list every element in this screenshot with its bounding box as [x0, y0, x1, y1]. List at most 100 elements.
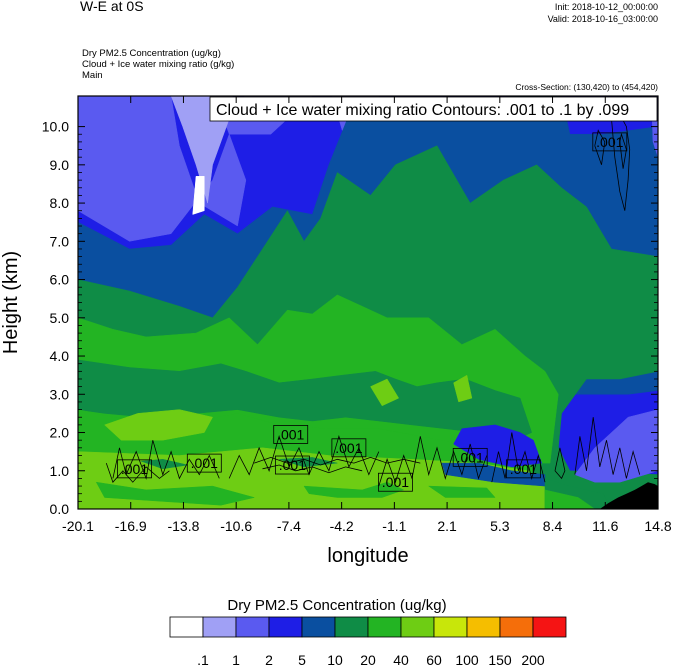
colorbar-swatch-6: [367, 616, 402, 638]
x-tick-label: -20.1: [62, 518, 94, 534]
colorbar-swatch-7: [400, 616, 435, 638]
field-description: Dry PM2.5 Concentration (ug/kg) Cloud + …: [82, 48, 234, 81]
x-tick-label: 11.6: [592, 518, 618, 534]
contour-label-text: .001: [121, 461, 148, 477]
x-tick-label: 5.3: [490, 518, 510, 534]
x-tick-label: -1.1: [382, 518, 406, 534]
colorbar-label: .1: [197, 652, 209, 667]
cross-section-label: Cross-Section: (130,420) to (454,420): [515, 82, 658, 92]
y-tick-label: 10.0: [42, 119, 69, 135]
y-tick-label: 0.0: [50, 501, 70, 517]
colorbar-swatch-3: [268, 616, 303, 638]
contour-info-text: Cloud + Ice water mixing ratio Contours:…: [216, 102, 629, 119]
x-tick-label: -13.8: [167, 518, 199, 534]
contour-label-text: .001: [510, 461, 537, 477]
pm25-region-16: [427, 485, 496, 498]
y-tick-label: 7.0: [50, 233, 70, 249]
contour-label-6: .001: [452, 447, 488, 467]
pm25-region-14: [95, 481, 255, 506]
contour-label-text: .001: [191, 455, 218, 471]
cloud-contour-11: [594, 129, 606, 165]
colorbar-label: 5: [298, 652, 306, 667]
colorbar-swatch-0: [169, 616, 204, 638]
y-tick-label: 9.0: [50, 157, 70, 173]
contour-label-text: .001: [596, 134, 623, 150]
terrain: [599, 482, 658, 509]
colorbar-swatch-11: [532, 616, 567, 638]
colorbar-label: 20: [360, 652, 376, 667]
y-axis-label: Height (km): [0, 251, 22, 354]
cloud-contour-5: [378, 436, 488, 487]
chart-title: W-E at 0S: [80, 0, 144, 14]
colorbar-swatch-10: [499, 616, 534, 638]
pm25-region-12: [453, 374, 473, 403]
pm25-region-10: [104, 409, 213, 441]
field3-label: Main: [82, 70, 103, 81]
time-info: Init: 2018-10-12_00:00:00 Valid: 2018-10…: [548, 1, 658, 25]
x-tick-label: -16.9: [115, 518, 147, 534]
pm25-region-23: [544, 489, 596, 509]
contour-label-0: .001: [117, 459, 152, 479]
colorbar-label: 2: [265, 652, 273, 667]
contour-label-8: .001: [592, 132, 628, 152]
colorbar-title: Dry PM2.5 Concentration (ug/kg): [227, 597, 447, 614]
colorbar-label: 1: [232, 652, 240, 667]
x-axis-label: longitude: [327, 545, 408, 567]
colorbar-swatch-4: [301, 616, 336, 638]
x-tick-label: 8.4: [543, 518, 563, 534]
y-tick-label: 8.0: [50, 195, 70, 211]
x-tick-label: 14.8: [644, 518, 671, 534]
y-tick-label: 6.0: [50, 272, 70, 288]
pm25-region-3: [192, 176, 205, 215]
y-tick-label: 2.0: [50, 425, 70, 441]
valid-time: Valid: 2018-10-16_03:00:00: [547, 14, 658, 24]
y-tick-label: 1.0: [50, 463, 70, 479]
contour-label-7: .001: [505, 459, 541, 479]
contour-label-text: .001: [279, 457, 306, 473]
contour-label-text: .001: [335, 440, 362, 456]
contour-label-text: .001: [382, 474, 409, 490]
colorbar-label: 150: [488, 652, 512, 667]
contour-label-text: .001: [277, 426, 304, 442]
contour-label-4: .001: [331, 438, 367, 458]
colorbar-swatch-5: [334, 616, 369, 638]
contour-label-3: .001: [274, 455, 310, 475]
cloud-contour-2: [228, 434, 380, 479]
pm25-region-1: [78, 96, 313, 242]
pm25-region-11: [370, 378, 400, 407]
colorbar-swatch-1: [202, 616, 237, 638]
colorbar-swatch-8: [433, 616, 468, 638]
colorbar-label: 60: [426, 652, 442, 667]
y-tick-label: 5.0: [50, 310, 70, 326]
colorbar-label: 10: [327, 652, 343, 667]
cloud-contour-3: [254, 456, 421, 466]
x-tick-label: 2.1: [437, 518, 457, 534]
cloud-contour-6: [491, 432, 546, 483]
cloud-contour-1: [105, 462, 170, 483]
field1-label: Dry PM2.5 Concentration (ug/kg): [82, 48, 221, 59]
x-tick-label: -4.2: [330, 518, 354, 534]
field2-label: Cloud + Ice water mixing ratio (g/kg): [82, 59, 235, 70]
y-tick-label: 3.0: [50, 386, 70, 402]
cloud-contour-10: [619, 132, 627, 169]
cloud-contour-7: [554, 447, 566, 480]
contour-label-1: .001: [186, 453, 222, 473]
pm25-region-8: [78, 359, 533, 441]
contour-label-text: .001: [457, 449, 484, 465]
init-time: Init: 2018-10-12_00:00:00: [554, 2, 658, 12]
colorbar-label: 200: [521, 652, 545, 667]
cloud-contour-8: [574, 417, 641, 479]
colorbar-swatch-9: [466, 616, 501, 638]
contour-label-2: .001: [273, 425, 309, 444]
y-tick-label: 4.0: [50, 348, 70, 364]
colorbar-label: 100: [455, 652, 479, 667]
pm25-region-21: [574, 409, 658, 483]
pm25-region-19: [453, 424, 543, 468]
x-tick-label: -10.6: [220, 518, 252, 534]
contour-label-5: .001: [378, 472, 413, 492]
cloud-contour-4: [262, 464, 363, 474]
x-tick-label: -7.4: [277, 518, 301, 534]
colorbar-swatch-2: [235, 616, 270, 638]
contour-info-box: Cloud + Ice water mixing ratio Contours:…: [209, 96, 658, 122]
